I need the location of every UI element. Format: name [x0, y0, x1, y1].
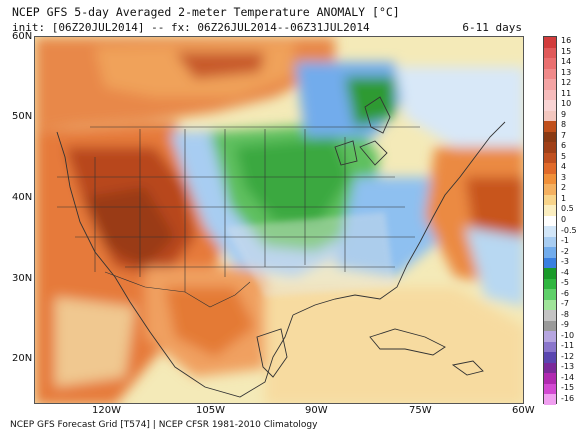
colorbar-segment [544, 310, 556, 322]
colorbar-segment [544, 268, 556, 280]
colorbar-tick-label: -14 [561, 372, 575, 382]
colorbar-segment [544, 131, 556, 143]
colorbar-segment [544, 247, 556, 259]
colorbar-segment [544, 121, 556, 133]
colorbar-segment [544, 47, 556, 59]
political-borders [57, 126, 420, 308]
data-source-credit: NCEP GFS Forecast Grid [T574] | NCEP CFS… [10, 420, 318, 430]
colorbar-segment [544, 79, 556, 91]
lon-label-60w: 60W [512, 405, 535, 416]
colorbar-segment [544, 236, 556, 248]
lat-label-20n: 20N [12, 353, 33, 364]
colorbar [543, 36, 557, 406]
colorbar-segment [544, 352, 556, 364]
colorbar-tick-label: 5 [561, 151, 567, 161]
lon-label-75w: 75W [409, 405, 432, 416]
colorbar-tick-label: 0 [561, 215, 567, 224]
lat-label-60n: 60N [12, 31, 33, 42]
coastlines [56, 96, 506, 398]
colorbar-tick-label: 11 [561, 88, 572, 98]
colorbar-segment [544, 89, 556, 101]
colorbar-tick-label: -8 [561, 309, 569, 319]
colorbar-tick-label: 10 [561, 99, 572, 109]
colorbar-segment [544, 278, 556, 290]
colorbar-tick-label: 2 [561, 183, 567, 193]
colorbar-tick-label: -6 [561, 288, 569, 298]
colorbar-segment [544, 194, 556, 206]
colorbar-tick-label: -12 [561, 351, 575, 361]
colorbar-tick-label: -16 [561, 393, 575, 403]
lon-label-90w: 90W [305, 405, 328, 416]
colorbar-segment [544, 68, 556, 80]
colorbar-segment [544, 110, 556, 122]
lon-label-105w: 105W [196, 405, 225, 416]
colorbar-tick-label: 8 [561, 120, 567, 130]
colorbar-segment [544, 299, 556, 311]
colorbar-tick-label: -10 [561, 330, 575, 340]
colorbar-tick-label: 12 [561, 78, 572, 88]
colorbar-segment [544, 341, 556, 353]
forecast-range-label: 6-11 days [462, 21, 522, 34]
colorbar-tick-label: -3 [561, 257, 569, 267]
colorbar-segment [544, 226, 556, 238]
lat-label-50n: 50N [12, 111, 33, 122]
colorbar-segment [544, 320, 556, 332]
colorbar-segment [544, 215, 556, 227]
colorbar-segment [544, 100, 556, 112]
colorbar-segment [544, 163, 556, 175]
colorbar-segment [544, 383, 556, 395]
colorbar-tick-label: 1 [561, 193, 567, 203]
colorbar-segment [544, 205, 556, 217]
colorbar-tick-label: -9 [561, 320, 569, 330]
colorbar-tick-label: 14 [561, 57, 572, 67]
stipple-overlay [225, 212, 395, 297]
colorbar-segment [544, 373, 556, 385]
colorbar-tick-label: -7 [561, 299, 569, 309]
colorbar-tick-label: -11 [561, 341, 575, 351]
forecast-init-label: init: [06Z20JUL2014] -- fx: 06Z26JUL2014… [12, 21, 370, 34]
colorbar-segment [544, 173, 556, 185]
colorbar-segment [544, 331, 556, 343]
colorbar-segment [544, 184, 556, 196]
colorbar-segment [544, 37, 556, 48]
colorbar-segment [544, 152, 556, 164]
colorbar-tick-label: 3 [561, 172, 567, 182]
colorbar-tick-label: 0.5 [561, 204, 574, 214]
temperature-anomaly-map[interactable] [34, 36, 524, 404]
colorbar-tick-label: 4 [561, 162, 567, 172]
lat-label-30n: 30N [12, 273, 33, 284]
colorbar-segment [544, 362, 556, 374]
colorbar-tick-label: -15 [561, 383, 575, 393]
colorbar-tick-label: -2 [561, 246, 569, 256]
colorbar-tick-label: 13 [561, 67, 572, 77]
colorbar-segment [544, 142, 556, 154]
anomaly-field [35, 37, 523, 403]
colorbar-tick-label: 16 [561, 36, 572, 46]
colorbar-tick-label: 15 [561, 46, 572, 56]
lat-label-40n: 40N [12, 192, 33, 203]
map-canvas [35, 37, 523, 403]
colorbar-tick-label: -1 [561, 236, 569, 246]
colorbar-segment [544, 257, 556, 269]
colorbar-tick-label: 6 [561, 141, 567, 151]
chart-title: NCEP GFS 5-day Averaged 2-meter Temperat… [12, 5, 400, 19]
colorbar-tick-label: -5 [561, 278, 569, 288]
colorbar-tick-label: 7 [561, 130, 567, 140]
colorbar-tick-label: -13 [561, 362, 575, 372]
lon-label-120w: 120W [92, 405, 121, 416]
colorbar-tick-label: -0.5 [561, 225, 577, 235]
colorbar-segment [544, 394, 556, 406]
colorbar-segment [544, 58, 556, 70]
colorbar-tick-label: -4 [561, 267, 569, 277]
colorbar-segment [544, 289, 556, 301]
colorbar-tick-label: 9 [561, 109, 567, 119]
